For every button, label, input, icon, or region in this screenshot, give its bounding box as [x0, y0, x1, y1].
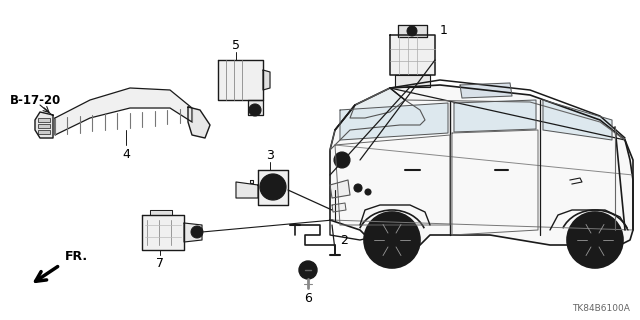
Text: 2: 2: [340, 234, 348, 246]
Circle shape: [249, 104, 261, 116]
Text: 3: 3: [266, 149, 274, 162]
Bar: [38, 118, 50, 122]
Circle shape: [299, 261, 317, 279]
Circle shape: [587, 232, 603, 248]
Circle shape: [191, 226, 203, 238]
Polygon shape: [236, 182, 258, 198]
Circle shape: [365, 189, 371, 195]
Text: 4: 4: [122, 148, 130, 161]
Circle shape: [407, 26, 417, 36]
Polygon shape: [460, 83, 512, 98]
Circle shape: [374, 222, 410, 258]
Polygon shape: [250, 180, 253, 183]
Circle shape: [334, 152, 350, 168]
Polygon shape: [330, 180, 350, 198]
Text: 1: 1: [440, 23, 448, 36]
Circle shape: [260, 174, 286, 200]
Polygon shape: [142, 215, 184, 250]
Polygon shape: [188, 107, 210, 138]
Circle shape: [267, 181, 279, 193]
Polygon shape: [395, 75, 430, 87]
Polygon shape: [35, 112, 53, 138]
Text: TK84B6100A: TK84B6100A: [572, 304, 630, 313]
Polygon shape: [398, 25, 427, 37]
Polygon shape: [263, 70, 270, 90]
Polygon shape: [330, 85, 633, 250]
Polygon shape: [340, 103, 448, 140]
Circle shape: [354, 184, 362, 192]
Bar: [38, 124, 50, 128]
Polygon shape: [218, 60, 263, 100]
Polygon shape: [543, 100, 612, 140]
Text: 6: 6: [304, 292, 312, 305]
Polygon shape: [390, 35, 435, 75]
Bar: [38, 130, 50, 134]
Text: 5: 5: [232, 39, 240, 52]
Circle shape: [364, 212, 420, 268]
Polygon shape: [150, 210, 172, 215]
Polygon shape: [454, 100, 536, 132]
Polygon shape: [184, 223, 202, 242]
Text: 7: 7: [156, 257, 164, 270]
Polygon shape: [332, 203, 346, 212]
Text: FR.: FR.: [65, 250, 88, 263]
Polygon shape: [248, 100, 263, 115]
Polygon shape: [350, 88, 405, 118]
Circle shape: [384, 232, 400, 248]
Circle shape: [567, 212, 623, 268]
Circle shape: [304, 266, 312, 274]
Polygon shape: [258, 170, 288, 205]
Polygon shape: [55, 88, 192, 135]
Circle shape: [577, 222, 613, 258]
Text: B-17-20: B-17-20: [10, 93, 61, 107]
